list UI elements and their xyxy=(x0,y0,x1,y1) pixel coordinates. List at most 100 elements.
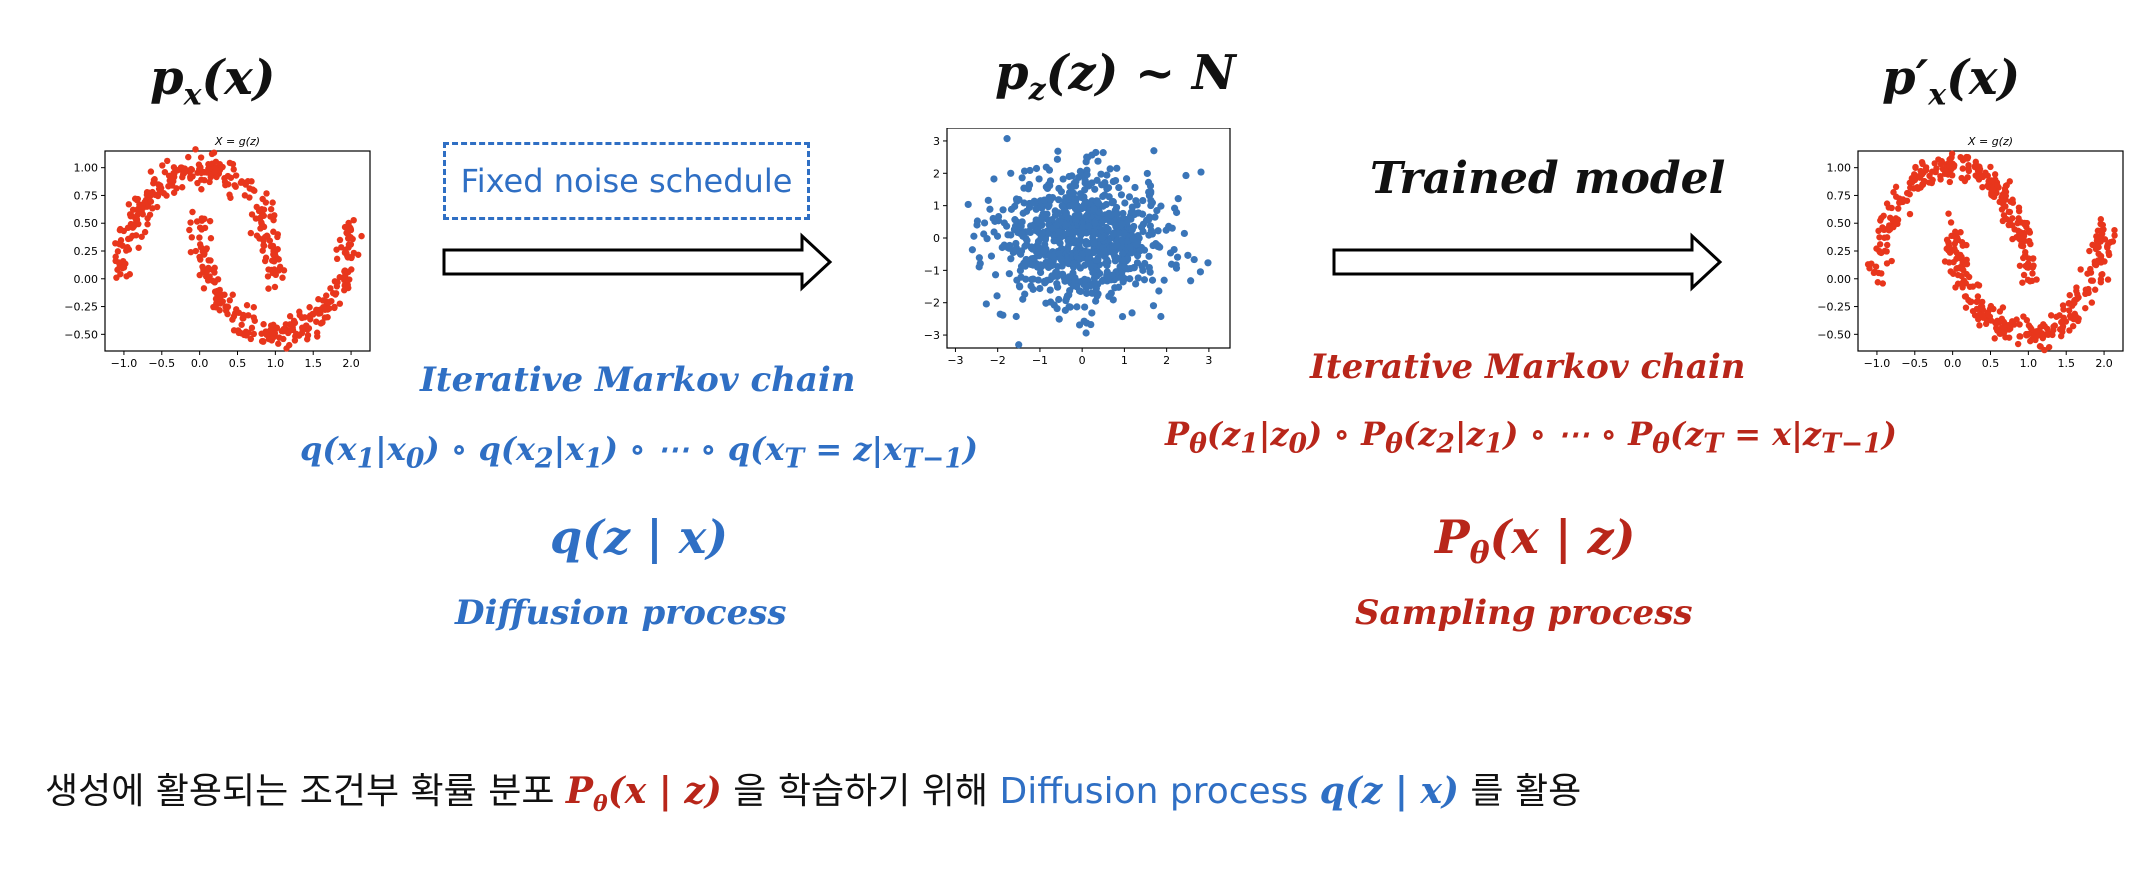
y-tick-label: 1.00 xyxy=(74,162,99,175)
data-point xyxy=(1113,241,1121,249)
data-point xyxy=(1126,275,1134,283)
data-point xyxy=(290,317,298,325)
data-point xyxy=(1888,257,1895,265)
data-point xyxy=(1035,175,1043,183)
data-point xyxy=(1157,202,1165,210)
data-point xyxy=(114,248,122,255)
data-point xyxy=(187,219,194,226)
data-point xyxy=(269,199,276,206)
data-point xyxy=(1950,245,1958,253)
data-point xyxy=(2097,238,2104,245)
data-point xyxy=(2009,215,2016,222)
data-point xyxy=(1113,210,1121,218)
data-point xyxy=(233,306,240,313)
data-point xyxy=(1979,183,1986,191)
data-point xyxy=(1104,184,1113,192)
x-tick-label: 2.0 xyxy=(342,357,360,370)
data-point xyxy=(980,230,988,238)
data-point xyxy=(219,298,226,305)
data-point xyxy=(1125,193,1134,201)
data-point xyxy=(1879,280,1886,287)
data-point xyxy=(2095,250,2102,258)
y-tick-label: 0.00 xyxy=(74,273,99,286)
data-point xyxy=(1162,226,1170,234)
data-point xyxy=(1022,275,1030,283)
data-point xyxy=(1143,169,1151,178)
data-point xyxy=(1147,201,1155,210)
data-point xyxy=(2003,215,2010,223)
data-point xyxy=(115,259,122,266)
data-point xyxy=(1129,208,1137,216)
data-point xyxy=(147,192,154,200)
data-point xyxy=(991,217,999,225)
data-point xyxy=(1982,320,1990,328)
y-tick-label: 1.00 xyxy=(1827,162,1852,175)
data-point xyxy=(1045,180,1053,188)
data-point xyxy=(1147,196,1155,205)
data-point xyxy=(331,303,338,311)
data-point xyxy=(298,329,306,337)
data-point xyxy=(1004,231,1012,239)
data-point xyxy=(2020,313,2027,320)
data-point xyxy=(1883,200,1891,207)
data-point xyxy=(1941,258,1949,265)
data-point xyxy=(1963,256,1970,264)
data-point xyxy=(267,213,274,220)
data-point xyxy=(296,308,303,315)
data-point xyxy=(2041,346,2048,354)
data-point xyxy=(1036,264,1044,272)
data-point xyxy=(348,266,355,273)
data-point xyxy=(249,186,257,193)
data-point xyxy=(193,218,201,225)
data-point xyxy=(1109,249,1117,257)
data-point xyxy=(232,183,239,190)
data-point xyxy=(2033,276,2040,283)
data-point xyxy=(2099,221,2106,229)
data-point xyxy=(2069,322,2077,330)
data-point xyxy=(325,299,332,306)
data-point xyxy=(1132,240,1140,249)
data-point xyxy=(173,185,180,192)
y-tick-label: 0.75 xyxy=(1827,189,1852,202)
data-point xyxy=(141,228,149,236)
data-point xyxy=(1961,293,1969,300)
data-point xyxy=(1084,282,1093,290)
data-point xyxy=(245,312,252,319)
data-point xyxy=(1864,261,1872,268)
data-point xyxy=(1974,293,1982,300)
data-point xyxy=(1874,279,1882,286)
data-point xyxy=(323,292,330,299)
data-point xyxy=(196,234,203,241)
data-point xyxy=(1182,171,1190,180)
data-point xyxy=(1094,157,1102,165)
data-point xyxy=(980,219,989,227)
data-point xyxy=(1011,216,1019,224)
data-point xyxy=(250,304,257,311)
data-point xyxy=(141,199,148,206)
data-point xyxy=(1155,287,1163,295)
data-point xyxy=(345,226,352,234)
data-point xyxy=(201,215,208,223)
data-point xyxy=(346,276,353,283)
data-point xyxy=(247,229,255,237)
data-point xyxy=(336,236,344,244)
data-point xyxy=(1037,216,1046,224)
data-point xyxy=(209,277,216,285)
data-point xyxy=(124,224,132,231)
data-point xyxy=(1892,193,1900,200)
data-point xyxy=(1066,183,1074,191)
data-point xyxy=(259,195,266,203)
data-point xyxy=(204,277,212,284)
data-point xyxy=(1888,204,1895,212)
sampling-process-label: Sampling process xyxy=(1355,593,1693,633)
data-point xyxy=(280,267,288,274)
data-point xyxy=(203,267,210,275)
data-point xyxy=(1974,281,1981,288)
data-point xyxy=(1106,165,1114,173)
data-point xyxy=(326,305,333,312)
data-point xyxy=(1075,321,1084,329)
data-point xyxy=(1099,202,1107,210)
data-point xyxy=(968,246,976,254)
data-point xyxy=(1012,239,1020,248)
data-point xyxy=(1104,225,1112,233)
